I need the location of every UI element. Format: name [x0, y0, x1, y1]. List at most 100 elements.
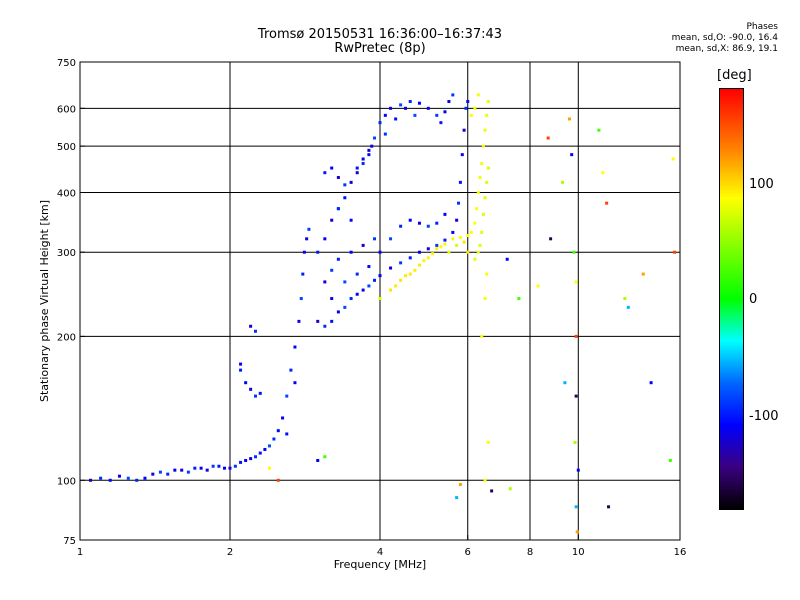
data-point-o: [462, 128, 466, 132]
data-point-x: [439, 245, 443, 249]
data-point-o: [276, 429, 280, 433]
data-point-o: [186, 470, 190, 474]
data-point-x: [466, 250, 470, 254]
x-tick-label: 8: [527, 547, 533, 558]
data-point-o: [307, 227, 311, 231]
data-point-o: [455, 218, 459, 222]
data-point-noise: [641, 272, 645, 276]
data-point-o: [383, 113, 387, 117]
data-point-o: [457, 201, 461, 205]
legend-title: Phases: [746, 22, 778, 32]
data-point-o: [323, 324, 327, 328]
data-point-o: [426, 224, 430, 228]
data-point-o: [173, 468, 177, 472]
data-point-x: [417, 263, 421, 267]
y-tick-label: 300: [57, 248, 76, 259]
phase-colorbar: [719, 88, 744, 510]
data-point-o: [239, 460, 243, 464]
data-point-o: [451, 93, 455, 97]
data-point-o: [323, 280, 327, 284]
data-point-o: [399, 224, 403, 228]
data-point-noise: [455, 496, 459, 500]
data-point-o: [228, 466, 232, 470]
data-point-x: [447, 250, 451, 254]
data-point-noise: [490, 489, 494, 493]
data-point-o: [272, 437, 276, 441]
data-point-o: [426, 106, 430, 110]
data-point-o: [263, 447, 267, 451]
data-point-o: [399, 103, 403, 107]
data-point-noise: [673, 250, 677, 254]
data-point-x: [399, 278, 403, 282]
data-point-noise: [573, 440, 577, 444]
data-point-x: [389, 288, 393, 292]
data-point-x: [431, 252, 435, 256]
data-point-x: [486, 440, 490, 444]
data-point-x: [451, 237, 455, 241]
data-point-x: [473, 221, 477, 225]
data-point-x: [480, 161, 484, 165]
data-point-o: [343, 183, 347, 187]
data-point-o: [211, 464, 215, 468]
data-point-noise: [536, 284, 540, 288]
data-point-x: [480, 230, 484, 234]
data-point-o: [99, 476, 103, 480]
data-point-o: [323, 171, 327, 175]
data-point-noise: [546, 136, 550, 140]
data-point-o: [349, 297, 353, 301]
data-point-o: [408, 256, 412, 260]
data-point-x: [435, 247, 439, 251]
data-point-o: [403, 106, 407, 110]
data-point-x: [458, 236, 462, 240]
x-tick-label: 1: [77, 547, 83, 558]
data-point-noise: [267, 466, 271, 470]
data-point-x: [422, 259, 426, 263]
data-point-o: [330, 297, 334, 301]
data-point-o: [383, 132, 387, 136]
data-point-o: [281, 416, 285, 420]
x-tick-label: 16: [674, 547, 687, 558]
data-point-noise: [505, 257, 509, 261]
data-point-noise: [574, 394, 578, 398]
data-point-o: [293, 381, 297, 385]
data-point-o: [408, 100, 412, 104]
x-tick-label: 4: [377, 547, 383, 558]
data-point-o: [417, 250, 421, 254]
data-point-o: [435, 243, 439, 247]
data-point-noise: [668, 458, 672, 462]
data-point-o: [361, 157, 365, 161]
data-point-noise: [574, 334, 578, 338]
data-point-o: [378, 121, 382, 125]
y-tick-label: 500: [57, 142, 76, 153]
data-point-o: [299, 297, 303, 301]
data-point-o: [336, 310, 340, 314]
data-point-o: [367, 148, 371, 152]
data-point-noise: [549, 237, 553, 241]
data-point-noise: [623, 297, 627, 301]
data-point-o: [355, 171, 359, 175]
data-point-o: [158, 470, 162, 474]
data-point-x: [455, 243, 459, 247]
data-point-o: [305, 237, 309, 241]
data-point-x: [478, 175, 482, 179]
y-tick-label: 75: [63, 536, 76, 547]
x-tick-label: 2: [227, 547, 233, 558]
x-tick-label: 10: [572, 547, 585, 558]
data-point-o: [301, 272, 305, 276]
data-point-o: [285, 432, 289, 436]
data-point-o: [293, 345, 297, 349]
data-point-o: [330, 166, 334, 170]
data-point-noise: [597, 128, 601, 132]
data-point-noise: [572, 250, 576, 254]
data-point-noise: [517, 297, 521, 301]
data-point-o: [355, 292, 359, 296]
data-point-o: [443, 212, 447, 216]
y-tick-label: 600: [57, 104, 76, 115]
data-point-x: [476, 190, 480, 194]
chart-subtitle: RwPretec (8p): [334, 41, 426, 56]
data-point-x: [443, 242, 447, 246]
data-point-o: [285, 394, 289, 398]
data-point-o: [239, 362, 243, 366]
data-point-o: [199, 466, 203, 470]
